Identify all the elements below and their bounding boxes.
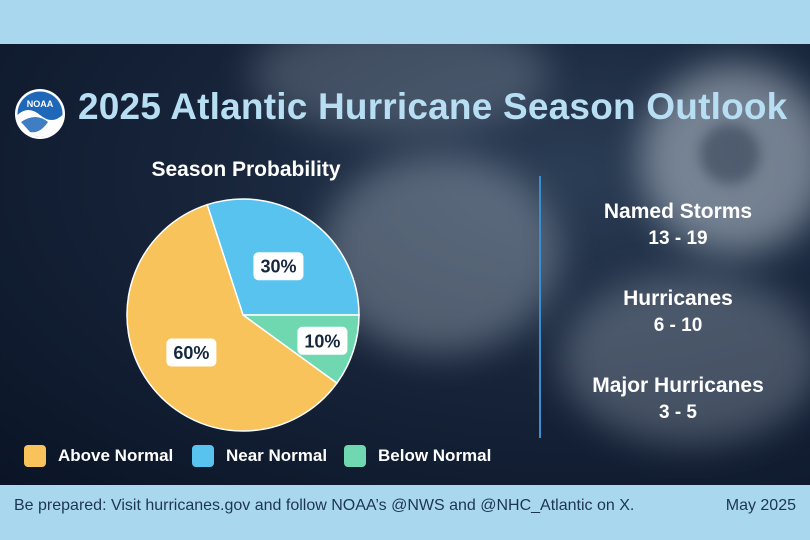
footer-text: Be prepared: Visit hurricanes.gov and fo… <box>14 497 635 514</box>
stat-label: Hurricanes <box>623 287 733 310</box>
footer-date: May 2025 <box>725 497 796 514</box>
legend-above-normal: Above Normal <box>24 444 173 468</box>
legend-label: Below Normal <box>378 446 492 465</box>
noaa-logo: NOAA <box>15 89 65 139</box>
noaa-logo-text: NOAA <box>27 99 54 109</box>
stat-value: 3 - 5 <box>658 402 698 423</box>
legend-swatch <box>24 445 46 467</box>
legend-label: Near Normal <box>226 446 328 465</box>
legend-swatch <box>192 445 214 467</box>
legend-below-normal: Below Normal <box>344 444 491 468</box>
legend-label: Above Normal <box>58 446 174 465</box>
page-title: 2025 Atlantic Hurricane Season Outlook <box>78 86 788 127</box>
stat-major-hurricanes: Major Hurricanes 3 - 5 <box>560 374 796 424</box>
legend-swatch <box>344 445 366 467</box>
footer-band <box>0 485 810 540</box>
chart-title: Season Probability <box>151 158 341 181</box>
stat-hurricanes: Hurricanes 6 - 10 <box>560 287 796 337</box>
stat-label: Major Hurricanes <box>592 374 764 397</box>
stat-label: Named Storms <box>603 200 753 223</box>
stat-named-storms: Named Storms 13 - 19 <box>560 200 796 250</box>
stat-value: 6 - 10 <box>653 315 703 336</box>
divider <box>539 176 541 438</box>
top-band <box>0 0 810 44</box>
legend-near-normal: Near Normal <box>192 444 327 468</box>
stat-value: 13 - 19 <box>648 228 708 249</box>
satellite-background <box>0 44 810 485</box>
